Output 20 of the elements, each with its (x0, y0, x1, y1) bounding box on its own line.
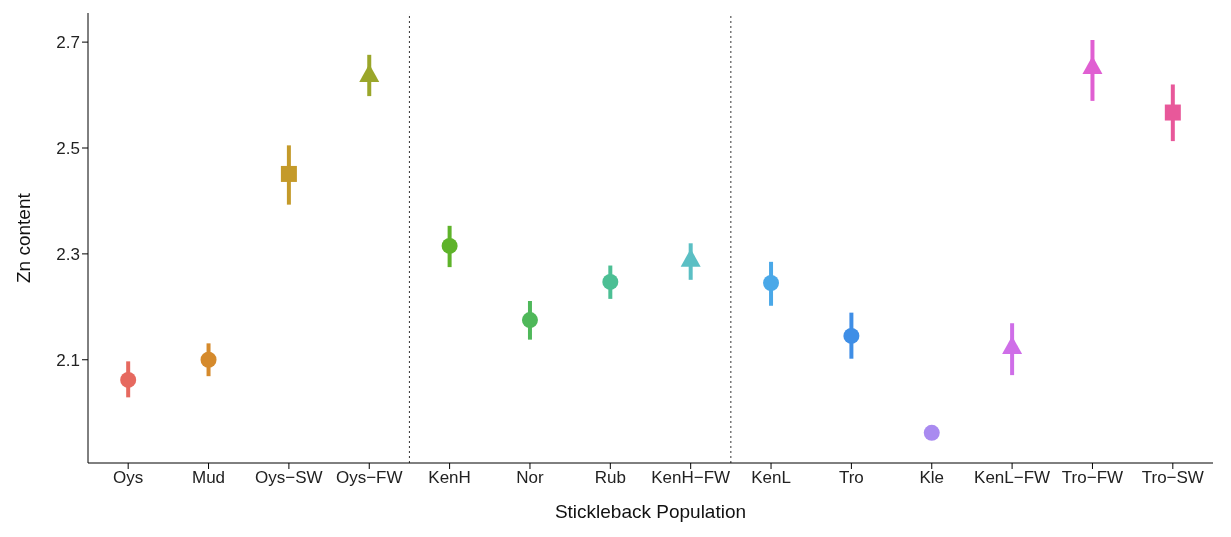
x-tick-label: Oys−SW (255, 468, 323, 488)
x-tick-label: Tro (838, 468, 864, 488)
x-tick-label: Tro−SW (1141, 468, 1204, 488)
x-tick-label: Oys−FW (335, 468, 403, 488)
x-tick-label: KenH−FW (651, 468, 731, 488)
x-tick-label: Tro−FW (1061, 468, 1124, 488)
x-tick-label: KenL−FW (974, 468, 1051, 488)
x-tick-label: KenL (751, 468, 791, 488)
x-tick-label: Kle (919, 468, 945, 488)
x-tick-label: Rub (594, 468, 626, 488)
y-tick-label: 2.7 (56, 33, 80, 53)
y-tick-label: 2.3 (56, 244, 80, 264)
x-tick-label: Oys (113, 468, 144, 488)
y-tick-label: 2.1 (56, 350, 80, 370)
x-tick-label: KenH (428, 468, 471, 488)
x-axis-title: Stickleback Population (554, 501, 747, 522)
x-tick-label: Nor (516, 468, 544, 488)
y-tick-label: 2.5 (56, 139, 80, 159)
x-tick-label: Mud (192, 468, 226, 488)
y-axis-title: Zn content (12, 192, 34, 283)
